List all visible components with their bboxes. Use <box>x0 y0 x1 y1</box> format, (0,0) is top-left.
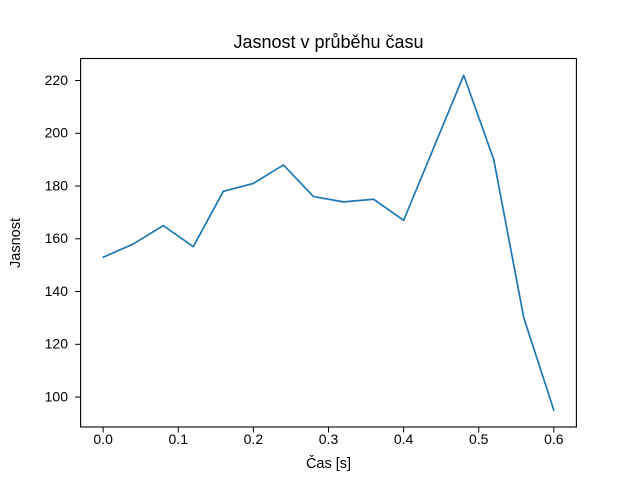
svg-text:100: 100 <box>45 388 69 404</box>
svg-text:Jasnost v průběhu času: Jasnost v průběhu času <box>233 32 423 52</box>
svg-text:140: 140 <box>45 283 69 299</box>
svg-text:0.1: 0.1 <box>169 431 189 447</box>
svg-text:0.6: 0.6 <box>544 431 564 447</box>
svg-text:160: 160 <box>45 230 69 246</box>
svg-text:120: 120 <box>45 336 69 352</box>
svg-text:0.4: 0.4 <box>394 431 414 447</box>
svg-text:Čas [s]: Čas [s] <box>306 455 351 472</box>
svg-text:0.5: 0.5 <box>469 431 489 447</box>
svg-text:0.2: 0.2 <box>244 431 264 447</box>
svg-text:0.0: 0.0 <box>93 431 113 447</box>
svg-text:Jasnost: Jasnost <box>8 218 24 268</box>
svg-text:180: 180 <box>45 177 69 193</box>
svg-text:200: 200 <box>45 125 69 141</box>
svg-text:220: 220 <box>45 72 69 88</box>
svg-text:0.3: 0.3 <box>319 431 339 447</box>
